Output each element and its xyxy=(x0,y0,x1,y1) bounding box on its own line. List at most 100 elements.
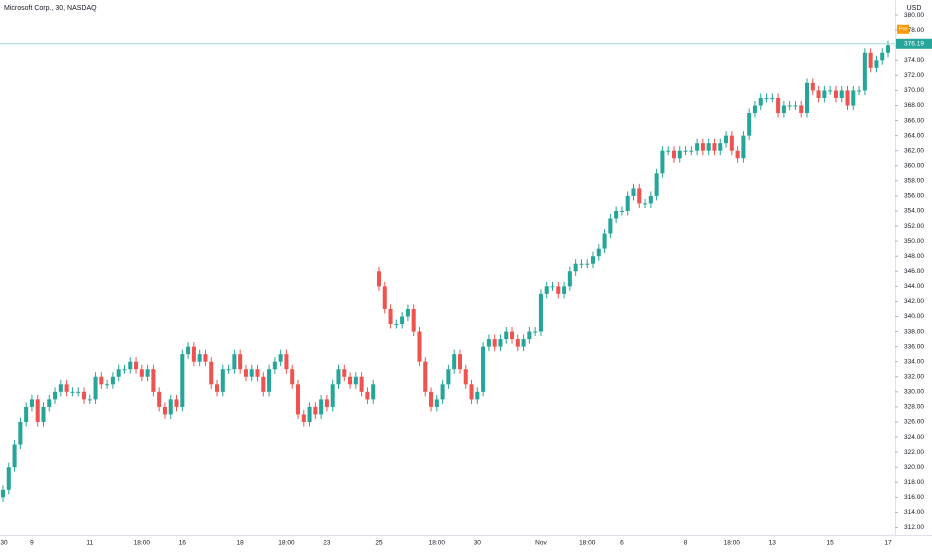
candle-body xyxy=(619,210,624,212)
candle-body xyxy=(625,195,630,211)
candle-body xyxy=(463,369,468,385)
y-tick-label: 340.00 xyxy=(904,313,924,320)
candle-body xyxy=(174,399,179,407)
candle-body xyxy=(509,331,515,340)
candle-body xyxy=(793,105,798,107)
candle-body xyxy=(76,391,81,393)
candle-body xyxy=(880,52,885,61)
candle-body xyxy=(492,339,497,347)
x-tick-label: 18:00 xyxy=(278,540,295,547)
candle-body xyxy=(203,354,208,362)
pre-tag-label: Pre xyxy=(899,27,908,33)
x-tick-label: 11 xyxy=(86,540,93,547)
candle-body xyxy=(238,354,243,370)
candle-body xyxy=(851,90,856,106)
candle-body xyxy=(677,150,682,159)
candle-body xyxy=(833,90,838,98)
candle-body xyxy=(162,406,167,415)
y-tick-label: 372.00 xyxy=(904,72,924,79)
candle-body xyxy=(764,97,769,99)
candle-body xyxy=(295,384,301,415)
y-tick-label: 326.00 xyxy=(904,419,924,426)
candle-body xyxy=(301,414,306,422)
candle-body xyxy=(845,90,850,106)
candle-body xyxy=(706,143,711,151)
candle-body xyxy=(191,346,196,362)
candle-body xyxy=(139,369,144,377)
candle-body xyxy=(348,376,353,385)
candle-body xyxy=(469,384,474,400)
candle-body xyxy=(93,376,98,400)
candle-body xyxy=(214,384,220,392)
x-tick-label: 18:00 xyxy=(579,540,596,547)
candle-body xyxy=(168,399,173,415)
candle-body xyxy=(643,203,648,205)
y-tick-label: 328.00 xyxy=(904,404,924,411)
x-tick-label: 6 xyxy=(620,540,624,547)
candle-body xyxy=(87,399,92,401)
candle-body xyxy=(365,391,370,400)
candle-body xyxy=(816,90,821,98)
y-tick-label: 358.00 xyxy=(904,178,924,185)
candle-body xyxy=(35,399,40,422)
candle-body xyxy=(105,384,110,386)
candle-body xyxy=(290,369,295,385)
x-tick-label: 16 xyxy=(179,540,187,547)
candle-body xyxy=(457,354,462,370)
price-tag xyxy=(896,38,932,49)
y-tick-label: 356.00 xyxy=(904,193,924,200)
candle-body xyxy=(411,308,416,332)
currency-label: USD xyxy=(907,5,922,12)
candle-body xyxy=(99,376,104,385)
candle-body xyxy=(400,316,405,325)
candle-body xyxy=(752,105,757,114)
candle-body xyxy=(804,82,810,114)
candle-body xyxy=(556,286,561,294)
candle-body xyxy=(562,286,567,294)
candle-body xyxy=(885,45,891,53)
candle-body xyxy=(29,399,34,407)
candle-body xyxy=(429,391,434,407)
candle-body xyxy=(868,52,873,68)
candle-body xyxy=(533,331,538,333)
x-tick-label: 25 xyxy=(375,540,383,547)
pre-tag xyxy=(897,24,909,34)
y-tick-label: 316.00 xyxy=(904,494,924,501)
candle-body xyxy=(729,135,734,151)
candle-body xyxy=(145,369,150,377)
candle-body xyxy=(596,248,601,257)
candle-body xyxy=(110,376,115,385)
candle-body xyxy=(6,467,11,490)
candle-body xyxy=(284,354,289,370)
x-tick-label: 30 xyxy=(474,540,482,547)
x-tick-label: 8 xyxy=(684,540,688,547)
candle-body xyxy=(307,406,312,422)
candle-body xyxy=(376,271,382,287)
y-tick-label: 312.00 xyxy=(904,524,924,531)
candle-body xyxy=(53,391,58,400)
candle-body xyxy=(637,188,642,204)
x-tick-label: 18:00 xyxy=(134,540,151,547)
candle-body xyxy=(504,331,509,340)
x-tick-label: 30 xyxy=(0,540,8,547)
candle-body xyxy=(446,369,451,385)
candle-body xyxy=(47,399,52,407)
candle-body xyxy=(261,376,266,392)
candle-body xyxy=(353,376,358,385)
candle-body xyxy=(822,90,827,98)
candle-body xyxy=(700,143,705,151)
candle-body xyxy=(220,369,225,392)
candle-body xyxy=(388,308,393,325)
candle-body xyxy=(70,391,75,393)
candle-body xyxy=(18,421,23,445)
candle-body xyxy=(64,384,69,392)
candle-body xyxy=(828,90,833,92)
candle-body xyxy=(735,150,740,159)
candle-body xyxy=(590,256,596,264)
candle-body xyxy=(157,391,162,407)
x-tick-label: 9 xyxy=(30,540,34,547)
candle-body xyxy=(186,346,191,355)
y-tick-label: 366.00 xyxy=(904,117,924,124)
chart-title: Microsoft Corp., 30, NASDAQ xyxy=(4,5,97,12)
